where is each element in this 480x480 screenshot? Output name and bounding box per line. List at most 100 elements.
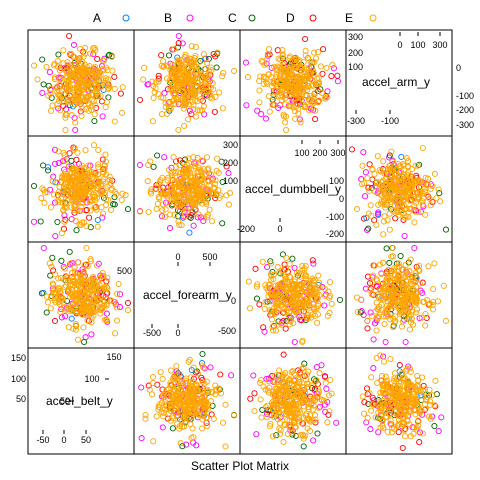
scatter-point xyxy=(263,414,270,421)
scatter-point xyxy=(193,113,200,120)
scatter-point xyxy=(258,57,265,65)
scatter-point xyxy=(150,438,157,445)
scatter-point xyxy=(310,93,317,100)
scatter-point xyxy=(119,190,126,197)
scatter-point xyxy=(102,80,109,87)
scatter-point xyxy=(71,95,78,102)
scatter-point xyxy=(154,152,161,159)
scatter-point xyxy=(45,92,52,99)
scatter-point xyxy=(144,178,151,185)
scatter-point xyxy=(51,74,58,81)
scatter-point xyxy=(167,367,174,374)
scatter-point xyxy=(184,116,192,123)
scatter-point xyxy=(336,296,344,303)
scatter-point xyxy=(207,85,214,92)
scatter-point xyxy=(321,302,328,309)
scatter-point xyxy=(64,81,71,88)
scatter-point xyxy=(92,63,99,71)
scatter-point xyxy=(319,70,326,77)
scatter-point xyxy=(192,52,199,60)
tick-label: -500 xyxy=(143,328,161,338)
scatter-point xyxy=(307,92,314,100)
scatter-point xyxy=(401,232,408,240)
scatter-point xyxy=(94,55,101,63)
scatter-point xyxy=(416,439,423,446)
scatter-point xyxy=(160,63,167,70)
scatter-point xyxy=(159,424,166,431)
scatter-point xyxy=(144,81,151,88)
tick-label: 300 xyxy=(223,140,238,150)
scatter-point xyxy=(364,325,371,332)
scatter-point xyxy=(105,84,112,92)
scatter-point xyxy=(154,200,161,207)
scatter-point xyxy=(190,222,197,229)
scatter-point xyxy=(435,427,442,435)
scatter-point xyxy=(279,52,286,60)
scatter-point xyxy=(173,75,180,82)
scatter-point xyxy=(66,248,73,255)
scatter-point xyxy=(323,385,330,392)
scatter-point xyxy=(302,65,309,72)
scatter-point xyxy=(60,102,67,109)
scatter-point xyxy=(334,78,341,85)
scatter-point xyxy=(98,98,106,105)
scatter-point xyxy=(219,105,226,112)
scatter-point xyxy=(173,363,180,370)
scatter-point xyxy=(43,309,50,316)
scatter-point xyxy=(188,111,195,118)
scatter-point xyxy=(184,92,191,100)
scatter-point xyxy=(260,73,267,80)
scatter-point xyxy=(71,93,78,100)
scatter-point xyxy=(159,375,166,382)
scatter-point xyxy=(285,74,292,81)
scatter-point xyxy=(93,67,100,74)
scatter-point xyxy=(158,111,166,118)
tick-label: 100 xyxy=(84,374,99,384)
scatter-point xyxy=(189,425,196,432)
scatter-point xyxy=(66,68,73,75)
scatter-point xyxy=(174,44,181,51)
scatter-point xyxy=(246,305,254,312)
scatter-point xyxy=(295,110,302,117)
scatter-point xyxy=(376,167,383,174)
scatter-point xyxy=(386,259,393,266)
scatter-point xyxy=(180,79,187,86)
scatter-point xyxy=(169,425,176,432)
scatter-point xyxy=(365,225,372,232)
scatter-point xyxy=(174,213,181,220)
scatter-point xyxy=(47,272,54,279)
scatter-point xyxy=(316,370,323,377)
scatter-point xyxy=(311,90,318,97)
scatter-point xyxy=(382,338,389,346)
scatter-point xyxy=(316,97,323,104)
tick-label: 150 xyxy=(106,352,121,362)
scatter-point xyxy=(288,99,295,106)
scatter-point xyxy=(162,206,169,213)
scatter-point xyxy=(371,171,378,178)
tick-label: -300 xyxy=(347,116,365,126)
scatter-point xyxy=(204,422,211,430)
scatter-point xyxy=(309,59,316,67)
scatter-point xyxy=(79,98,86,105)
scatter-point xyxy=(73,69,80,76)
scatter-point xyxy=(66,72,73,79)
scatter-point xyxy=(435,186,442,193)
scatter-point xyxy=(63,73,70,80)
scatter-point xyxy=(359,393,366,400)
tick-label: 300 xyxy=(432,40,447,50)
scatter-point xyxy=(81,86,88,93)
scatter-point xyxy=(432,377,439,384)
scatter-point xyxy=(296,81,303,88)
scatter-point xyxy=(54,57,61,65)
tick-label: -300 xyxy=(456,120,474,130)
scatter-point xyxy=(80,79,87,86)
legend-label-a: A xyxy=(93,11,101,25)
scatter-point xyxy=(206,91,213,98)
scatter-point xyxy=(209,80,216,87)
tick-label: 50 xyxy=(60,396,70,406)
scatter-point xyxy=(70,41,78,48)
scatter-point xyxy=(170,46,178,53)
scatter-point xyxy=(277,92,284,99)
scatter-point xyxy=(155,75,162,82)
